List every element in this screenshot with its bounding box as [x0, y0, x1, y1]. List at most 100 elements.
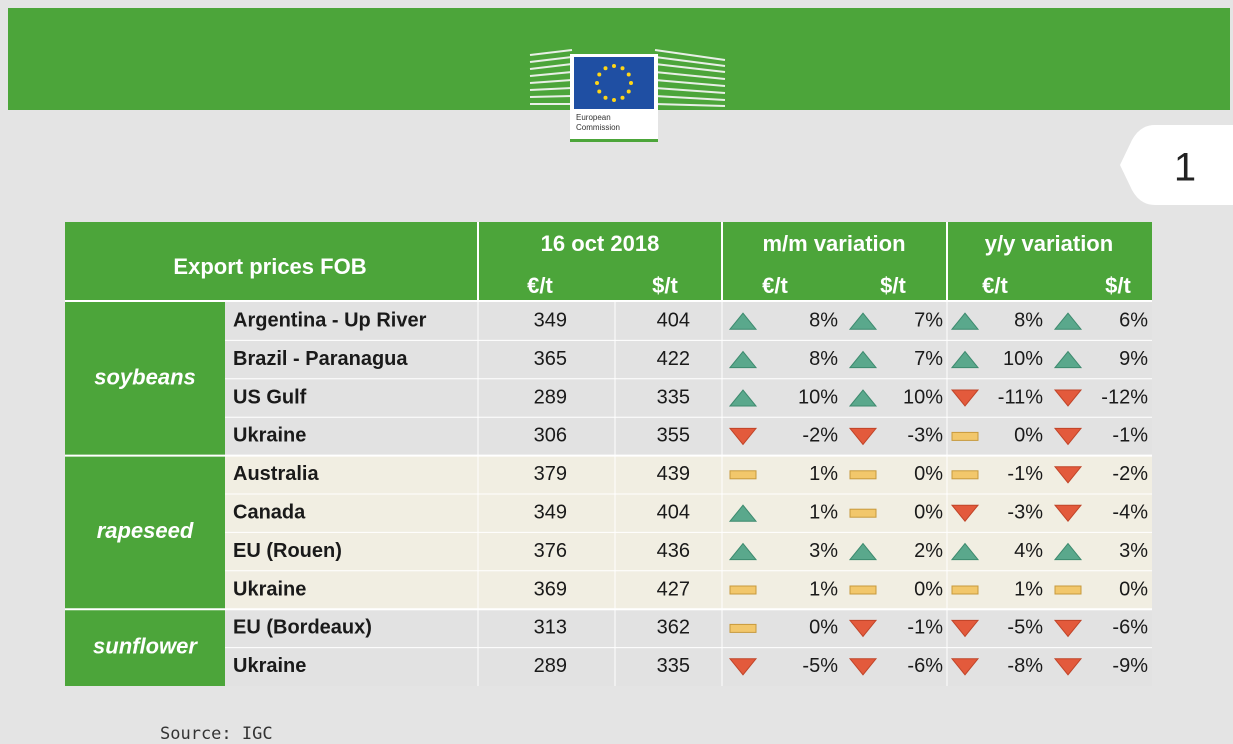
star: [597, 89, 602, 94]
header-unit: €/t: [762, 273, 788, 298]
price: 404: [657, 309, 690, 331]
logo-stripes: [529, 49, 726, 107]
variation: 0%: [914, 463, 943, 485]
star: [612, 98, 616, 102]
variation: -2%: [1112, 463, 1148, 485]
header-unit: $/t: [880, 273, 906, 298]
origin: Brazil - Paranagua: [233, 348, 408, 370]
trend-up-icon: [728, 312, 758, 330]
group-label: sunflower: [93, 633, 198, 658]
variation: 0%: [914, 578, 943, 600]
variation: -3%: [1007, 501, 1043, 523]
variation: 1%: [809, 501, 838, 523]
variation: -5%: [802, 655, 838, 677]
header-unit: €/t: [982, 273, 1008, 298]
trend-up-icon: [848, 389, 878, 407]
trend-down-icon: [728, 658, 758, 676]
trend-down-icon: [950, 389, 980, 407]
trend-down-icon: [1053, 658, 1083, 676]
price: 439: [657, 463, 690, 485]
trend-flat-icon: [729, 623, 757, 633]
variation: -6%: [1112, 617, 1148, 639]
price: 335: [657, 655, 690, 677]
variation: 7%: [914, 309, 943, 331]
price: 422: [657, 348, 690, 370]
header-unit: €/t: [527, 273, 553, 298]
price: 379: [534, 463, 567, 485]
star: [626, 89, 631, 94]
star: [629, 81, 633, 85]
price: 306: [534, 425, 567, 447]
variation: -1%: [1007, 463, 1043, 485]
variation: 0%: [1014, 425, 1043, 447]
price: 427: [657, 578, 690, 600]
logo-text: European: [576, 113, 611, 122]
price: 349: [534, 501, 567, 523]
table: Export prices FOB 16 oct 2018 m/m variatio…: [65, 222, 1152, 686]
price: 376: [534, 540, 567, 562]
logo-text: Commission: [576, 123, 620, 132]
header-bg: [65, 222, 1152, 300]
price: 313: [534, 617, 567, 639]
variation: 8%: [1014, 309, 1043, 331]
trend-down-icon: [848, 427, 878, 446]
trend-down-icon: [1053, 504, 1083, 522]
star: [620, 66, 625, 71]
price: 355: [657, 425, 690, 447]
trend-up-icon: [950, 312, 980, 330]
variation: 1%: [1014, 578, 1043, 600]
variation: 8%: [809, 348, 838, 370]
header-title: Export prices FOB: [173, 254, 366, 279]
origin: Ukraine: [233, 425, 306, 447]
variation: 9%: [1119, 348, 1148, 370]
trend-up-icon: [1053, 350, 1083, 369]
trend-flat-icon: [849, 470, 877, 480]
star: [612, 64, 616, 68]
trend-flat-icon: [951, 585, 979, 595]
trend-down-icon: [848, 658, 878, 676]
origin: Ukraine: [233, 578, 306, 600]
variation: -12%: [1101, 386, 1148, 408]
trend-flat-icon: [1054, 585, 1082, 595]
header-unit: $/t: [1105, 273, 1131, 298]
group-label: soybeans: [94, 365, 196, 390]
trend-up-icon: [848, 312, 878, 330]
trend-down-icon: [1053, 466, 1083, 484]
group-cell: [65, 302, 225, 456]
star: [626, 72, 631, 77]
trend-flat-icon: [729, 585, 757, 595]
trend-up-icon: [848, 350, 878, 369]
variation: 10%: [1003, 348, 1043, 370]
trend-up-icon: [1053, 542, 1083, 561]
star: [603, 95, 608, 100]
logo-bar: [570, 139, 658, 142]
variation: 7%: [914, 348, 943, 370]
star: [603, 66, 608, 71]
trend-flat-icon: [951, 431, 979, 441]
variation: -1%: [1112, 425, 1148, 447]
trend-flat-icon: [849, 508, 877, 518]
variation: 0%: [914, 501, 943, 523]
variation: -9%: [1112, 655, 1148, 677]
star: [595, 81, 599, 85]
trend-down-icon: [950, 619, 980, 638]
trend-flat-icon: [729, 470, 757, 480]
variation: -11%: [998, 386, 1043, 408]
variation: 10%: [903, 386, 943, 408]
origin: Ukraine: [233, 655, 306, 677]
variation: 3%: [1119, 540, 1148, 562]
header-group: 16 oct 2018: [541, 231, 660, 256]
trend-down-icon: [1053, 427, 1083, 446]
trend-down-icon: [1053, 619, 1083, 638]
variation: -1%: [907, 617, 943, 639]
variation: 10%: [798, 386, 838, 408]
variation: -4%: [1112, 501, 1148, 523]
header-group: y/y variation: [985, 231, 1113, 256]
trend-up-icon: [728, 542, 758, 561]
variation: -5%: [1007, 617, 1043, 639]
price: 436: [657, 540, 690, 562]
variation: 6%: [1119, 309, 1148, 331]
source: Source: IGC: [160, 724, 273, 744]
